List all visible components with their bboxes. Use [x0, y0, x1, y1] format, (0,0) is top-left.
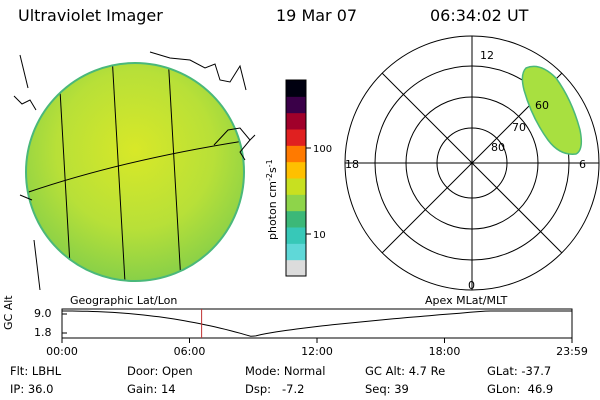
coastline [13, 51, 256, 291]
time-tick-label: 06:00 [173, 345, 206, 358]
mlt-label-bottom: 0 [468, 279, 475, 292]
info-glon: GLon: 46.9 [487, 382, 554, 396]
altitude-tick-high: 9.0 [34, 307, 52, 320]
date-label: 19 Mar 07 [276, 6, 358, 25]
info-glat: GLat: -37.7 [487, 364, 552, 378]
polar-plot [344, 35, 600, 291]
colorbar-swatch [286, 145, 306, 163]
projection-label: Geographic Lat/Lon [70, 294, 178, 307]
info-ip: IP: 36.0 [10, 382, 54, 396]
time-tick-label: 00:00 [46, 345, 78, 358]
colorbar-swatch [286, 227, 306, 244]
colorbar-swatch [286, 129, 306, 146]
geo-disk-image [13, 51, 256, 291]
colorbar-swatch [286, 194, 306, 212]
time-axis-ticks [61, 338, 573, 343]
earth-disk [25, 62, 245, 282]
colorbar-swatch [286, 210, 306, 228]
info-seq: Seq: 39 [365, 382, 409, 396]
time-tick-label: 12:00 [301, 345, 333, 358]
auroral-oval-patch [521, 65, 583, 155]
time-tick-label: 23:59 [556, 345, 588, 358]
colorbar-swatch [286, 96, 306, 114]
mlt-label-left: 18 [345, 158, 359, 171]
colorbar-swatch [286, 80, 306, 97]
altitude-axis-label: GC Alt [2, 295, 15, 330]
colorbar-swatch [286, 112, 306, 130]
colorbar-swatch [286, 178, 306, 195]
colorbar-swatch [286, 161, 306, 179]
colorbar-swatch [286, 243, 306, 261]
instrument-title: Ultraviolet Imager [18, 6, 163, 25]
apex-label: Apex MLat/MLT [425, 294, 508, 307]
info-filter: Flt: LBHL [10, 364, 62, 378]
info-dsp: Dsp: -7.2 [245, 382, 305, 396]
info-gain: Gain: 14 [127, 382, 176, 396]
altitude-plot-frame [61, 308, 573, 339]
colorbar-tick-label: 100 [313, 144, 332, 155]
colorbar: 100 10 photon cm-2s-1 [265, 79, 332, 277]
colorbar-unit-label: photon cm-2s-1 [265, 159, 280, 240]
colorbar-swatches [286, 80, 306, 277]
lat-label: 60 [535, 99, 549, 112]
mlt-label-top: 12 [480, 49, 494, 62]
altitude-curve [62, 310, 572, 337]
lat-label: 70 [512, 121, 526, 134]
info-gc-alt: GC Alt: 4.7 Re [365, 364, 446, 378]
colorbar-swatch [286, 259, 306, 277]
lat-label: 80 [491, 141, 505, 154]
info-door: Door: Open [127, 364, 193, 378]
time-tick-label: 18:00 [428, 345, 461, 358]
colorbar-frame [285, 79, 307, 277]
altitude-tick-low: 1.8 [34, 326, 52, 339]
mlt-label-right: 6 [579, 158, 586, 171]
info-mode: Mode: Normal [245, 364, 326, 378]
altitude-plot [61, 308, 573, 343]
time-label: 06:34:02 UT [430, 6, 529, 25]
colorbar-tick-label: 10 [313, 230, 326, 241]
